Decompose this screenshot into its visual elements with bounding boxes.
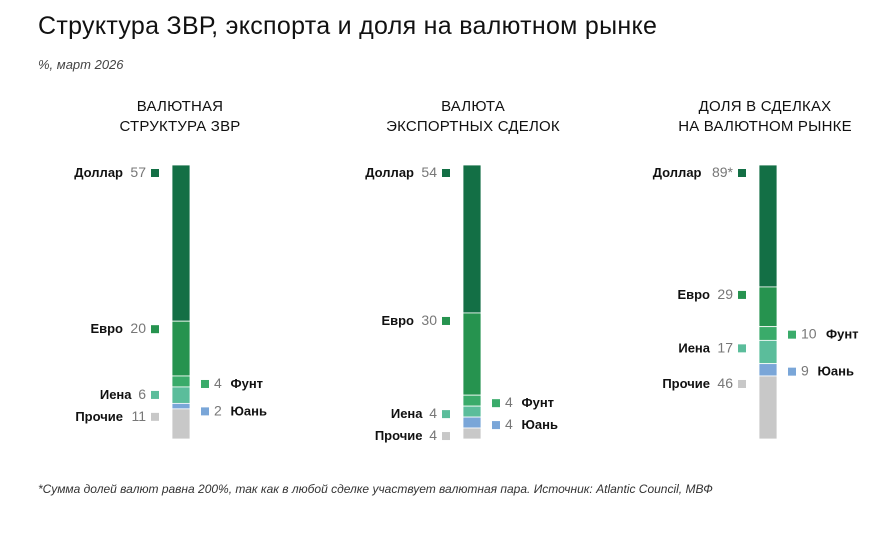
stacked-bar-2: 54 Доллар 30 Евро 4 Фунт 4 Иена 4 Юань 4 Прочие	[365, 164, 558, 443]
legend-swatch-cny	[201, 407, 209, 416]
legend-swatch-other	[738, 379, 746, 388]
stacked-bar-1: 57 Доллар 20 Евро 4 Фунт 6 Иена 2 Юань 11 Прочие	[74, 164, 267, 440]
bar-segment-other	[758, 375, 778, 440]
legend-swatch-gbp	[492, 399, 500, 408]
legend-swatch-other	[442, 432, 450, 441]
bar-segment-eur	[171, 320, 191, 377]
bar-segment-jpy	[462, 405, 482, 418]
bar-segment-cny	[758, 363, 778, 377]
category-label-eur: Евро	[90, 321, 123, 336]
chart-title-fx-market: Доля в сделках на валютном рынке	[645, 97, 885, 137]
chart-title-reserves: Валютная структура ЗВР	[60, 97, 300, 137]
category-label-jpy: Иена	[678, 340, 710, 355]
bar-segment-cny	[462, 416, 482, 429]
category-label-cny: Юань	[818, 364, 854, 379]
page-subtitle: %, март 2026	[38, 57, 124, 72]
category-label-usd: Доллар	[74, 165, 123, 180]
value-label-other: 11	[131, 408, 146, 424]
chart-title-line: экспортных сделок	[386, 118, 560, 135]
legend-swatch-usd	[442, 169, 450, 177]
category-label-other: Прочие	[375, 428, 423, 443]
value-label-other: 4	[429, 427, 437, 443]
legend-swatch-jpy	[151, 390, 159, 399]
category-label-gbp: Фунт	[826, 327, 859, 342]
legend-swatch-eur	[151, 325, 159, 334]
chart-title-line: на валютном рынке	[678, 118, 852, 135]
chart-title-line: структура ЗВР	[119, 118, 241, 135]
value-label-usd: 57	[130, 164, 146, 180]
category-label-eur: Евро	[381, 313, 414, 328]
category-label-other: Прочие	[75, 409, 123, 424]
legend-swatch-cny	[492, 421, 500, 430]
category-label-eur: Евро	[677, 287, 710, 302]
category-label-other: Прочие	[662, 376, 710, 391]
legend-swatch-usd	[738, 169, 746, 177]
bar-segment-eur	[758, 286, 778, 328]
value-label-jpy: 6	[138, 386, 146, 402]
value-label-eur: 30	[421, 312, 437, 328]
bar-segment-jpy	[171, 386, 191, 404]
value-label-gbp: 10	[801, 326, 817, 342]
value-label-jpy: 17	[717, 339, 733, 355]
value-label-eur: 20	[130, 320, 146, 336]
value-label-cny: 2	[214, 402, 222, 418]
chart-title-line: Валютная	[136, 98, 224, 115]
value-label-gbp: 4	[505, 394, 513, 410]
bar-segment-other	[462, 427, 482, 440]
category-label-jpy: Иена	[391, 406, 423, 421]
bar-segment-usd	[462, 164, 482, 314]
value-label-eur: 29	[717, 286, 733, 302]
legend-swatch-eur	[442, 316, 450, 325]
value-label-gbp: 4	[214, 375, 222, 391]
value-label-jpy: 4	[429, 405, 437, 421]
bar-segment-eur	[462, 312, 482, 396]
category-label-gbp: Фунт	[231, 376, 264, 391]
category-label-gbp: Фунт	[522, 395, 555, 410]
footnote: *Сумма долей валют равна 200%, так как в…	[38, 482, 713, 496]
value-label-other: 46	[717, 375, 733, 391]
bar-segment-gbp	[462, 394, 482, 407]
bar-segment-cny	[171, 402, 191, 410]
value-label-usd: 89*	[712, 164, 734, 180]
page-title: Структура ЗВР, экспорта и доля на валютн…	[38, 12, 658, 40]
chart-title-exports: Валюта экспортных сделок	[353, 97, 593, 137]
bar-segment-gbp	[758, 326, 778, 341]
category-label-usd: Доллар	[653, 165, 702, 180]
legend-swatch-gbp	[788, 330, 796, 339]
value-label-usd: 54	[421, 164, 437, 180]
category-label-cny: Юань	[231, 403, 267, 418]
bar-segment-other	[171, 408, 191, 440]
bar-segment-usd	[758, 164, 778, 288]
legend-swatch-gbp	[201, 379, 209, 388]
bar-segment-usd	[171, 164, 191, 322]
category-label-cny: Юань	[522, 417, 558, 432]
category-label-jpy: Иена	[100, 387, 132, 402]
bar-segment-gbp	[171, 375, 191, 388]
category-label-usd: Доллар	[365, 165, 414, 180]
legend-swatch-other	[151, 412, 159, 421]
legend-swatch-cny	[788, 367, 796, 376]
legend-swatch-jpy	[738, 344, 746, 353]
chart-title-line: Доля в сделках	[698, 98, 832, 115]
chart-title-line: Валюта	[441, 98, 505, 115]
stacked-bar-3: 89* Доллар 29 Евро 10 Фунт 17 Иена 9 Юань 46 Прочие	[653, 164, 859, 440]
legend-swatch-usd	[151, 169, 159, 177]
legend-swatch-jpy	[442, 410, 450, 419]
value-label-cny: 4	[505, 416, 513, 432]
legend-swatch-eur	[738, 290, 746, 299]
bar-segment-jpy	[758, 339, 778, 365]
value-label-cny: 9	[801, 363, 809, 379]
